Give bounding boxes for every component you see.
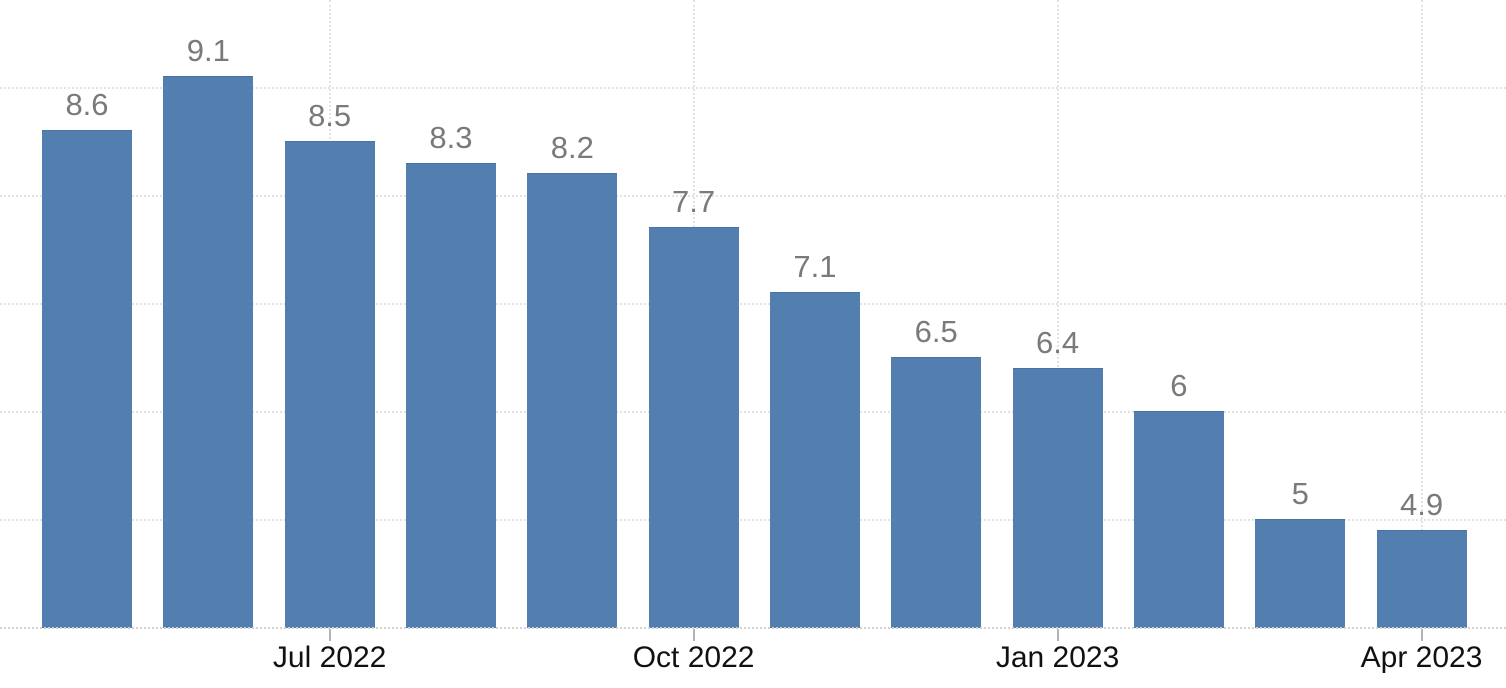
vertical-gridline (1056, 0, 1059, 627)
x-axis-tick-label: Jan 2023 (995, 641, 1120, 674)
bar (769, 292, 860, 628)
bar-value-label: 7.1 (793, 249, 837, 285)
bar-value-label: 8.3 (429, 119, 473, 155)
bar (1376, 529, 1467, 628)
bar (527, 173, 618, 628)
horizontal-gridline (0, 303, 1506, 305)
bar-value-label: 4.9 (1399, 486, 1444, 522)
bar (284, 141, 375, 628)
vertical-gridline (1420, 0, 1423, 627)
bar-value-label: 6.5 (914, 314, 958, 349)
bar-value-label: 8.2 (550, 130, 594, 166)
horizontal-gridline (0, 195, 1506, 197)
bar (1133, 411, 1224, 628)
bar-value-label: 5 (1291, 476, 1309, 511)
x-axis-tick (692, 629, 695, 641)
horizontal-gridline (0, 519, 1506, 521)
bar (891, 357, 982, 628)
x-axis-tick-label: Apr 2023 (1360, 641, 1483, 674)
bar (648, 227, 739, 628)
bar (405, 162, 496, 628)
bar (42, 130, 132, 628)
horizontal-gridline (0, 87, 1506, 89)
bar-value-label: 6 (1170, 368, 1188, 403)
x-axis-line (0, 627, 1506, 629)
plot-area: 8.6 9.1 8.5 8.3 8.2 7.7 7.1 6.5 6.4 6 5 4.9 (0, 0, 1506, 628)
bar-value-label: 6.4 (1035, 324, 1080, 360)
bar-value-label: 8.5 (308, 98, 352, 133)
x-axis-tick (328, 629, 331, 641)
bar-value-label: 7.7 (672, 184, 716, 220)
x-axis-tick-label: Jul 2022 (272, 641, 387, 674)
horizontal-gridline (0, 411, 1506, 413)
bar (1255, 519, 1346, 628)
bar-value-label: 9.1 (186, 33, 230, 69)
x-axis-tick (1056, 629, 1059, 641)
bar (163, 76, 254, 628)
x-axis-tick-label: Oct 2022 (632, 641, 755, 674)
x-axis-tick (1420, 629, 1423, 641)
bar-value-label: 8.6 (65, 87, 109, 123)
bar (1012, 367, 1103, 628)
